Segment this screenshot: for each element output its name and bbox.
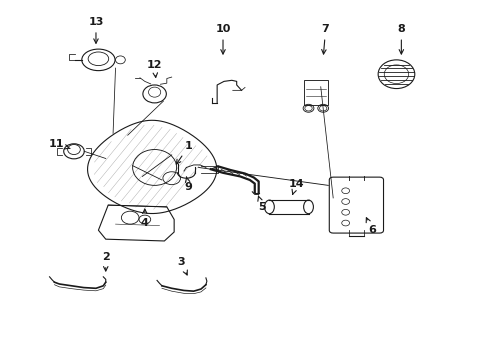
Text: 1: 1 <box>176 141 193 164</box>
Text: 6: 6 <box>366 218 376 235</box>
Text: 4: 4 <box>141 209 149 228</box>
Text: 14: 14 <box>289 179 304 194</box>
Text: 10: 10 <box>215 24 231 54</box>
Text: 8: 8 <box>397 24 405 54</box>
Text: 2: 2 <box>102 252 110 271</box>
Text: 9: 9 <box>185 177 193 192</box>
Text: 12: 12 <box>147 60 162 77</box>
Text: 11: 11 <box>49 139 70 149</box>
Text: 5: 5 <box>258 196 266 212</box>
Text: 7: 7 <box>321 24 329 54</box>
Bar <box>304 80 328 105</box>
Text: 13: 13 <box>88 17 104 43</box>
Text: 3: 3 <box>178 257 187 275</box>
